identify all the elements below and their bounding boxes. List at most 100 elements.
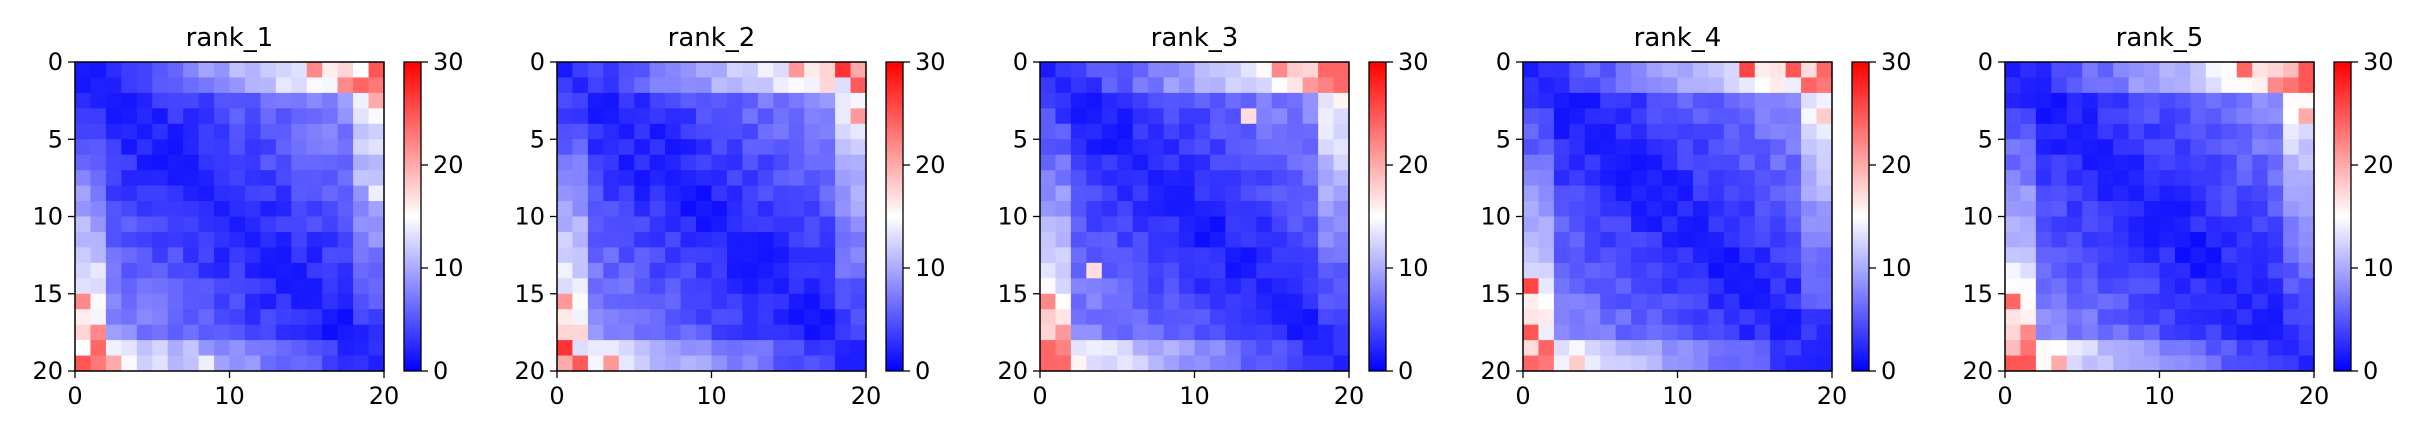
cell-r6-c8	[1163, 154, 1180, 171]
cell-r16-c1	[572, 309, 589, 326]
cell-r9-c0	[1523, 201, 1540, 218]
cell-r16-c4	[618, 309, 635, 326]
cell-r4-c0	[75, 123, 92, 140]
cell-r10-c4	[2066, 216, 2083, 233]
cell-r16-c5	[1117, 309, 1134, 326]
cell-r11-c18	[353, 231, 370, 248]
cell-r2-c15	[1271, 92, 1288, 109]
cell-r6-c12	[742, 154, 759, 171]
cell-r12-c19	[1816, 247, 1833, 264]
cell-r6-c1	[2020, 154, 2037, 171]
cell-r13-c13	[275, 262, 292, 279]
cell-r19-c19	[368, 355, 385, 372]
cell-r6-c15	[788, 154, 805, 171]
cell-r3-c19	[1816, 108, 1833, 125]
cell-r2-c14	[773, 92, 790, 109]
cell-r8-c5	[634, 185, 651, 202]
cell-r1-c12	[260, 77, 277, 94]
cell-r5-c7	[2113, 139, 2130, 156]
cell-r12-c4	[618, 247, 635, 264]
cell-r4-c2	[2035, 123, 2052, 140]
cell-r3-c5	[634, 108, 651, 125]
cell-r7-c16	[804, 170, 821, 187]
cell-r11-c19	[368, 231, 385, 248]
cell-r8-c8	[680, 185, 697, 202]
cell-r18-c13	[1723, 340, 1740, 357]
cell-r11-c5	[2082, 231, 2099, 248]
cell-r10-c14	[773, 216, 790, 233]
cell-r8-c2	[1070, 185, 1087, 202]
colorbar-tick-label: 0	[433, 357, 448, 385]
cell-r9-c14	[1256, 201, 1273, 218]
cell-r12-c3	[603, 247, 620, 264]
cell-r7-c4	[1101, 170, 1118, 187]
cell-r4-c16	[804, 123, 821, 140]
cell-r3-c6	[649, 108, 666, 125]
cell-r19-c15	[788, 355, 805, 372]
cell-r16-c0	[1523, 309, 1540, 326]
cell-r17-c6	[1615, 324, 1632, 341]
cell-r9-c8	[1646, 201, 1663, 218]
cell-r4-c6	[649, 123, 666, 140]
cell-r6-c2	[105, 154, 122, 171]
cell-r6-c7	[2113, 154, 2130, 171]
cell-r13-c15	[788, 262, 805, 279]
cell-r8-c14	[291, 185, 308, 202]
cell-r9-c7	[1631, 201, 1648, 218]
cell-r2-c18	[353, 92, 370, 109]
cell-r7-c11	[1209, 170, 1226, 187]
cell-r19-c3	[121, 355, 138, 372]
cell-r15-c4	[1101, 293, 1118, 310]
cell-r18-c7	[183, 340, 200, 357]
cell-r15-c11	[1692, 293, 1709, 310]
cell-r19-c19	[1333, 355, 1350, 372]
cell-r2-c10	[1677, 92, 1694, 109]
cell-r11-c15	[788, 231, 805, 248]
cell-r10-c8	[1646, 216, 1663, 233]
cell-r12-c13	[1723, 247, 1740, 264]
cell-r19-c3	[603, 355, 620, 372]
cell-r14-c14	[773, 278, 790, 295]
cell-r2-c8	[2128, 92, 2145, 109]
cell-r16-c9	[2144, 309, 2161, 326]
cell-r18-c19	[368, 340, 385, 357]
cell-r9-c9	[696, 201, 713, 218]
cell-r16-c1	[1055, 309, 1072, 326]
cell-r8-c0	[75, 185, 92, 202]
cell-r13-c14	[2221, 262, 2238, 279]
cell-r15-c9	[1662, 293, 1679, 310]
y-tick-label: 5	[530, 125, 545, 153]
cell-r4-c9	[1662, 123, 1679, 140]
cell-r5-c3	[1086, 139, 1103, 156]
cell-r18-c3	[2051, 340, 2068, 357]
y-tick-label: 0	[48, 48, 63, 76]
cell-r14-c10	[2159, 278, 2176, 295]
cell-r17-c14	[1256, 324, 1273, 341]
cell-r3-c12	[742, 108, 759, 125]
cell-r15-c17	[1785, 293, 1802, 310]
cell-r7-c18	[353, 170, 370, 187]
colorbar-tick-label: 10	[915, 254, 946, 282]
cell-r14-c10	[1677, 278, 1694, 295]
cell-r15-c15	[2236, 293, 2253, 310]
cell-r17-c6	[1132, 324, 1149, 341]
cell-r11-c19	[2298, 231, 2315, 248]
cell-r10-c15	[1271, 216, 1288, 233]
cell-r15-c16	[2252, 293, 2269, 310]
cell-r10-c6	[1132, 216, 1149, 233]
cell-r16-c4	[136, 309, 153, 326]
cell-r12-c19	[2298, 247, 2315, 264]
cell-r0-c16	[804, 62, 821, 79]
cell-r17-c18	[1801, 324, 1818, 341]
cell-r13-c5	[2082, 262, 2099, 279]
cell-r1-c14	[2221, 77, 2238, 94]
cell-r13-c8	[680, 262, 697, 279]
cell-r15-c5	[2082, 293, 2099, 310]
cell-r2-c5	[1600, 92, 1617, 109]
cell-r7-c11	[1692, 170, 1709, 187]
cell-r8-c0	[557, 185, 574, 202]
cell-r0-c2	[2035, 62, 2052, 79]
cell-r2-c2	[1553, 92, 1570, 109]
cell-r1-c12	[1225, 77, 1242, 94]
cell-r14-c8	[1646, 278, 1663, 295]
